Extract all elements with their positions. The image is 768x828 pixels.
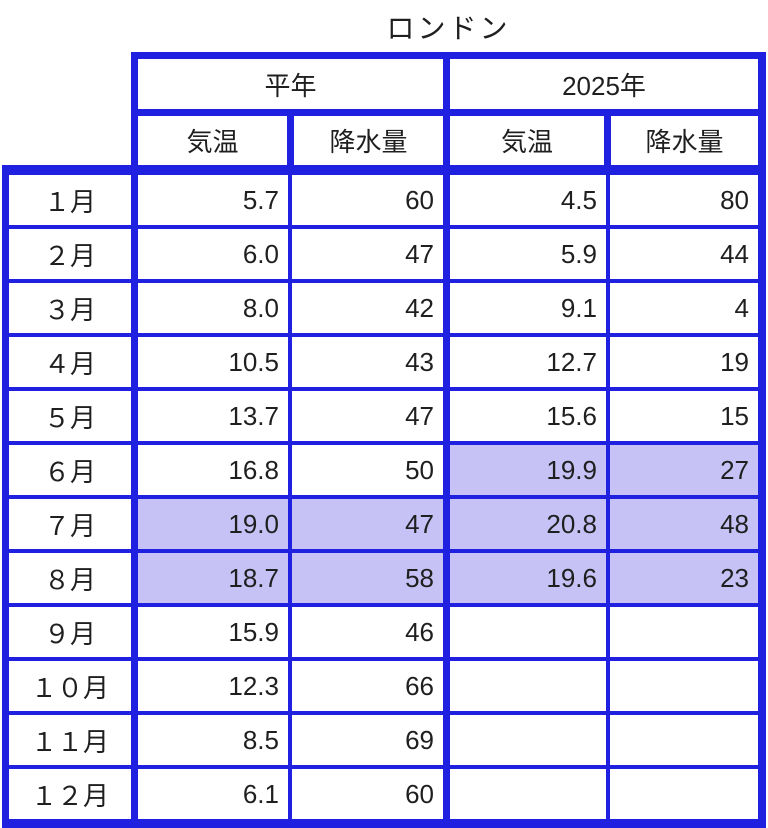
data-cell-2025-temp: 5.9 xyxy=(450,229,606,279)
data-cell-2025-temp: 9.1 xyxy=(450,283,606,333)
data-cell-2025-precip: 44 xyxy=(610,229,758,279)
month-cell: ５月 xyxy=(9,391,131,441)
data-cell-normal-precip: 50 xyxy=(292,445,443,495)
data-cell-normal-temp: 8.0 xyxy=(138,283,288,333)
data-cell-normal-precip: 47 xyxy=(292,229,443,279)
data-cell-2025-precip: 15 xyxy=(610,391,758,441)
data-cell-normal-precip: 42 xyxy=(292,283,443,333)
data-cell-2025-temp: 19.9 xyxy=(450,445,606,495)
data-cell-normal-temp: 6.0 xyxy=(138,229,288,279)
data-cell-normal-temp: 6.1 xyxy=(138,769,288,819)
data-cell-2025-precip: 80 xyxy=(610,175,758,225)
data-cell-normal-temp: 16.8 xyxy=(138,445,288,495)
data-cell-normal-precip: 46 xyxy=(292,607,443,657)
data-cell-normal-temp: 8.5 xyxy=(138,715,288,765)
data-cell-normal-temp: 19.0 xyxy=(138,499,288,549)
data-cell-2025-precip: 19 xyxy=(610,337,758,387)
header-group-2025: 2025年 xyxy=(450,59,758,109)
data-cell-2025-temp: 12.7 xyxy=(450,337,606,387)
data-cell-normal-precip: 47 xyxy=(292,391,443,441)
header-precip-2025: 降水量 xyxy=(611,116,758,165)
data-cell-2025-temp xyxy=(450,769,606,819)
month-cell: ４月 xyxy=(9,337,131,387)
data-cell-2025-precip xyxy=(610,661,758,711)
data-cell-2025-temp xyxy=(450,715,606,765)
data-cell-2025-precip xyxy=(610,769,758,819)
data-cell-normal-precip: 58 xyxy=(292,553,443,603)
data-cell-2025-temp: 20.8 xyxy=(450,499,606,549)
data-cell-2025-temp xyxy=(450,661,606,711)
data-cell-normal-temp: 5.7 xyxy=(138,175,288,225)
data-cell-2025-precip xyxy=(610,607,758,657)
data-cell-normal-precip: 66 xyxy=(292,661,443,711)
data-cell-2025-precip: 23 xyxy=(610,553,758,603)
data-cell-2025-temp: 15.6 xyxy=(450,391,606,441)
header-temp-2025: 気温 xyxy=(450,116,604,165)
data-cell-2025-temp xyxy=(450,607,606,657)
month-cell: １０月 xyxy=(9,661,131,711)
month-cell: ７月 xyxy=(9,499,131,549)
month-cell: ２月 xyxy=(9,229,131,279)
data-cell-normal-precip: 69 xyxy=(292,715,443,765)
data-cell-2025-precip: 4 xyxy=(610,283,758,333)
data-cell-normal-temp: 13.7 xyxy=(138,391,288,441)
month-cell: １２月 xyxy=(9,769,131,819)
data-cell-2025-precip: 48 xyxy=(610,499,758,549)
data-cell-normal-precip: 47 xyxy=(292,499,443,549)
data-cell-normal-temp: 18.7 xyxy=(138,553,288,603)
data-cell-2025-precip xyxy=(610,715,758,765)
header-temp-normal: 気温 xyxy=(138,116,287,165)
month-cell: ３月 xyxy=(9,283,131,333)
data-cell-normal-precip: 43 xyxy=(292,337,443,387)
month-cell: ６月 xyxy=(9,445,131,495)
data-cell-2025-temp: 4.5 xyxy=(450,175,606,225)
table-title: ロンドン xyxy=(386,13,511,44)
data-cell-normal-precip: 60 xyxy=(292,769,443,819)
header-group-normal-year: 平年 xyxy=(138,59,443,109)
header-precip-normal: 降水量 xyxy=(294,116,443,165)
month-cell: １月 xyxy=(9,175,131,225)
data-cell-normal-temp: 12.3 xyxy=(138,661,288,711)
data-cell-normal-temp: 15.9 xyxy=(138,607,288,657)
data-cell-normal-temp: 10.5 xyxy=(138,337,288,387)
data-cell-2025-precip: 27 xyxy=(610,445,758,495)
month-cell: ８月 xyxy=(9,553,131,603)
month-cell: １１月 xyxy=(9,715,131,765)
data-cell-2025-temp: 19.6 xyxy=(450,553,606,603)
data-cell-normal-precip: 60 xyxy=(292,175,443,225)
month-cell: ９月 xyxy=(9,607,131,657)
